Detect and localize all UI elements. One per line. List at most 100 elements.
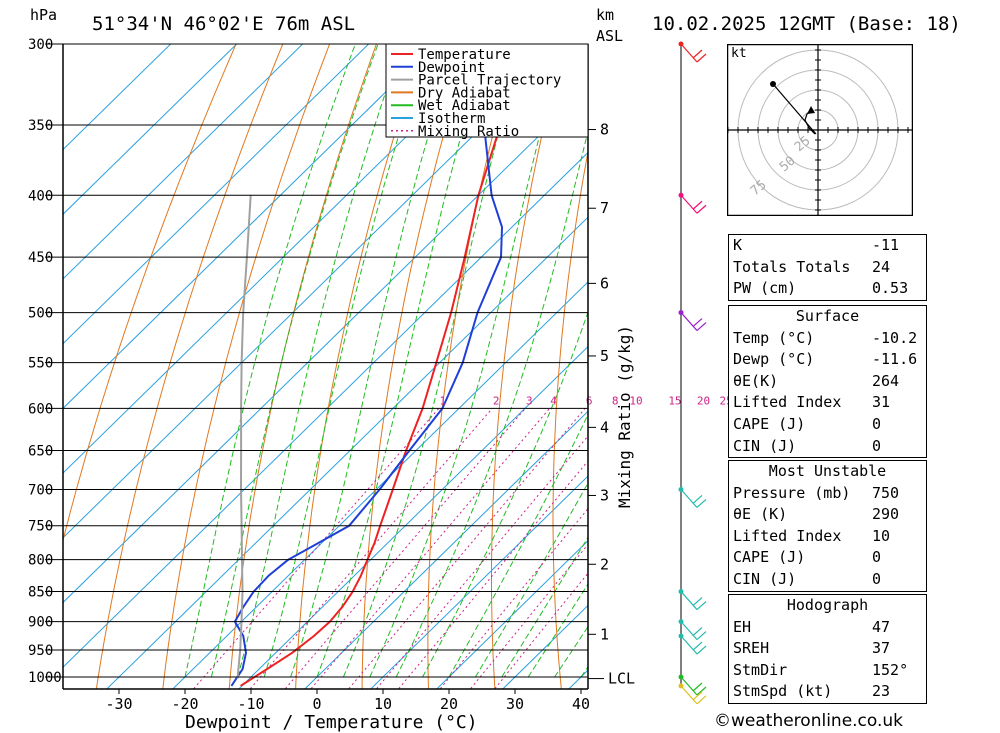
mixing-ratio-line: [284, 408, 526, 689]
pressure-tick-label: 1000: [28, 670, 62, 686]
surface-label: Lifted Index: [733, 393, 842, 412]
x-tick-label: 20: [440, 695, 458, 713]
wind-barb: [678, 310, 707, 332]
x-tick-label: -10: [237, 695, 264, 713]
dewpoint-line: [230, 44, 503, 687]
mixing-ratio-label: 4: [550, 394, 557, 407]
surface-table: Surface Temp (°C) -10.2 Dewp (°C) -11.6 θE(K…: [728, 305, 927, 459]
legend-label: Parcel Trajectory: [418, 73, 561, 89]
most-unstable-value: 0: [872, 548, 882, 567]
mixing-ratio-line: [249, 408, 493, 689]
pressure-tick-label: 400: [28, 188, 53, 204]
x-tick-label: -20: [171, 695, 198, 713]
isotherm-line: [63, 44, 304, 280]
km-tick-label: 5: [600, 347, 609, 365]
most-unstable-row: CIN (J) 0: [729, 569, 926, 591]
x-tick-label: 30: [506, 695, 524, 713]
mixing-ratio-label: 10: [629, 394, 642, 407]
wet-adiabat-line: [527, 583, 588, 678]
isotherm-line: [106, 216, 588, 689]
x-tick-label: -30: [105, 695, 132, 713]
index-label: PW (cm): [733, 279, 797, 298]
dry-adiabat-line: [552, 148, 588, 689]
km-unit: km: [596, 6, 614, 24]
isotherm-line: [63, 87, 588, 604]
dry-adiabat-line: [95, 44, 284, 689]
mixing-ratio-label: 1: [439, 394, 446, 407]
hodograph-stat-value: 152°: [872, 660, 909, 679]
legend-label: Mixing Ratio: [418, 124, 519, 140]
pressure-tick-label: 450: [28, 250, 53, 266]
isotherm-line: [63, 151, 588, 668]
isotherm-line: [436, 540, 588, 689]
surface-value: -11.6: [872, 350, 918, 369]
hodograph-stat-label: EH: [733, 617, 752, 636]
hodograph-stat-row: SREH 37: [729, 638, 926, 660]
isotherm-line: [63, 44, 436, 410]
pressure-tick-label: 750: [28, 519, 53, 535]
most-unstable-label: CAPE (J): [733, 548, 806, 567]
mixing-ratio-line: [192, 408, 440, 689]
hodograph-unit: kt: [731, 46, 747, 61]
pressure-tick-label: 850: [28, 585, 53, 601]
storm-motion-point: [770, 81, 776, 87]
km-tick-label: 4: [600, 418, 609, 436]
most-unstable-label: θE (K): [733, 505, 788, 524]
pressure-tick-label: 600: [28, 401, 53, 417]
most-unstable-row: θE (K) 290: [729, 504, 926, 526]
index-value: 0.53: [872, 279, 909, 298]
mixing-ratio-line: [375, 435, 588, 689]
location-title: 51°34'N 46°02'E 76m ASL: [92, 13, 355, 35]
copyright-link[interactable]: ©weatheronline.co.uk: [714, 711, 904, 731]
most-unstable-label: CIN (J): [733, 569, 797, 588]
most-unstable-label: Pressure (mb): [733, 483, 851, 502]
hodograph-stat-label: StmSpd (kt): [733, 682, 833, 701]
indices-table: K -11 Totals Totals 24 PW (cm) 0.53: [728, 234, 927, 301]
index-label: K: [733, 236, 743, 254]
dry-adiabat-line: [670, 26, 707, 692]
hodograph-stat-row: StmDir 152°: [729, 660, 926, 682]
isotherm-line: [63, 44, 238, 215]
index-row: K -11: [729, 235, 926, 257]
most-unstable-title: Most Unstable: [768, 462, 887, 480]
hpa-unit: hPa: [30, 6, 57, 24]
most-unstable-row: Lifted Index 10: [729, 526, 926, 548]
mixing-ratio-axis-label: Mixing Ratio (g/kg): [615, 325, 634, 508]
isotherm-line: [172, 281, 588, 689]
most-unstable-value: 10: [872, 526, 891, 545]
wet-adiabat-line: [210, 44, 379, 678]
wet-adiabat-line: [237, 44, 403, 678]
asl-unit: ASL: [596, 27, 623, 45]
index-row: Totals Totals 24: [729, 257, 926, 279]
most-unstable-row: CAPE (J) 0: [729, 547, 926, 569]
dry-adiabat-line: [228, 44, 377, 689]
isotherm-line: [238, 345, 588, 689]
surface-row: Temp (°C) -10.2: [729, 328, 926, 350]
hodograph-stat-value: 23: [872, 682, 891, 701]
wind-barb: [678, 619, 707, 641]
surface-value: 264: [872, 371, 900, 390]
pressure-tick-label: 700: [28, 482, 53, 498]
hodograph-table: Hodograph EH 47 SREH 37 StmDir 152° StmSpd (kt…: [728, 594, 927, 704]
mixing-ratio-label: 6: [586, 394, 593, 407]
pressure-tick-label: 350: [28, 118, 53, 134]
pressure-tick-label: 500: [28, 306, 53, 322]
index-value: 24: [872, 257, 891, 276]
mixing-ratio-label: 15: [668, 394, 681, 407]
wind-barb: [678, 683, 707, 705]
wet-adiabat-line: [263, 44, 429, 678]
hodograph-stat-row: StmSpd (kt) 23: [729, 681, 926, 703]
wet-adiabat-line: [474, 481, 588, 678]
surface-value: 0: [872, 436, 882, 455]
legend-label: Temperature: [418, 47, 511, 63]
x-tick-label: 40: [572, 695, 590, 713]
wind-barb: [678, 486, 707, 508]
most-unstable-value: 290: [872, 505, 900, 524]
pressure-tick-label: 950: [28, 643, 53, 659]
surface-value: 0: [872, 414, 882, 433]
wind-barb: [678, 192, 707, 214]
hodograph-stat-row: EH 47: [729, 617, 926, 639]
pressure-tick-label: 550: [28, 356, 53, 372]
